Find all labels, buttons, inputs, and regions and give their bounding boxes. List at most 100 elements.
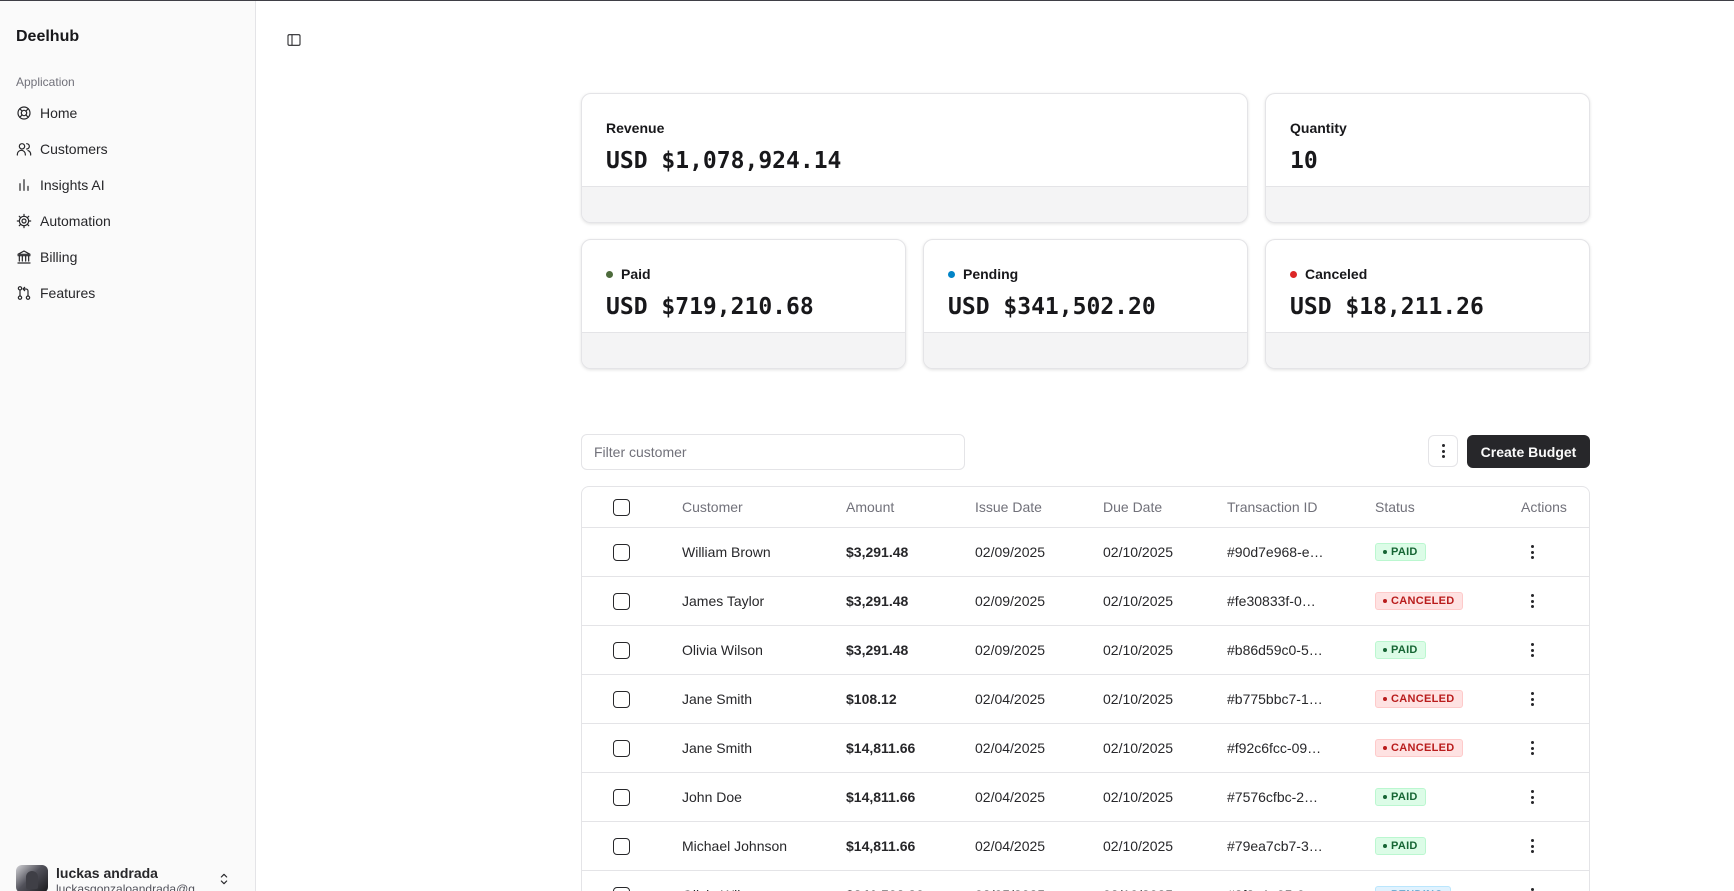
header-customer[interactable]: Customer [682,499,743,515]
amount-cell: $14,811.66 [846,789,916,805]
row-actions-button[interactable] [1522,689,1542,709]
user-menu[interactable]: luckas andrada luckasgonzaloandrada@g [16,863,240,891]
row-actions-button[interactable] [1522,836,1542,856]
card-label-text: Canceled [1305,266,1368,282]
transaction-id-cell: #7576cfbc-2… [1227,773,1337,821]
due-date-cell: 02/10/2025 [1103,642,1174,658]
transaction-id-text: #f92c6fcc-09… [1227,740,1322,756]
card-label-text: Pending [963,266,1019,282]
sidebar-item-billing[interactable]: Billing [8,239,248,275]
home-icon [16,105,32,121]
actions-cell [1522,724,1542,772]
row-checkbox[interactable] [613,886,630,891]
issue-date-cell: 02/09/2025 [975,544,1046,560]
customer-cell: Jane Smith [682,740,753,756]
table-row[interactable]: John Doe $14,811.66 02/04/2025 02/10/2025 #7… [582,773,1589,822]
filter-customer-input[interactable] [581,434,965,470]
actions-cell [1522,871,1542,891]
row-actions-button[interactable] [1522,787,1542,807]
row-checkbox[interactable] [613,690,630,708]
header-due-date[interactable]: Due Date [1103,499,1163,515]
table-row[interactable]: William Brown $3,291.48 02/09/2025 02/10/20… [582,528,1589,577]
card-label: Paid [606,266,651,282]
card-label: Revenue [606,120,665,136]
status-dot [1383,844,1387,848]
sidebar-item-home[interactable]: Home [8,95,248,131]
more-vertical-icon [1530,888,1534,891]
paid-card: Paid USD $719,210.68 [581,239,906,369]
row-select-cell [613,871,630,891]
sidebar-item-insights-ai[interactable]: Insights AI [8,167,248,203]
due-date-cell: 02/10/2025 [1103,544,1174,560]
row-actions-button[interactable] [1522,591,1542,611]
status-text: CANCELED [1391,742,1455,754]
more-vertical-icon [1530,839,1534,853]
sidebar-item-automation[interactable]: Automation [8,203,248,239]
transaction-id-text: #fe30833f-0… [1227,593,1316,609]
row-select-cell [613,675,630,723]
row-actions-button[interactable] [1522,542,1542,562]
row-select-cell [613,822,630,870]
row-select-cell [613,528,630,576]
panel-left-icon [287,34,301,46]
issue-date-cell: 02/04/2025 [975,789,1046,805]
header-transaction-id[interactable]: Transaction ID [1227,499,1318,515]
user-email: luckasgonzaloandrada@g [56,882,195,891]
row-checkbox[interactable] [613,837,630,855]
row-checkbox[interactable] [613,788,630,806]
table-row[interactable]: Michael Johnson $14,811.66 02/04/2025 02/10… [582,822,1589,871]
transaction-id-text: #90d7e968-e… [1227,544,1324,560]
sidebar-item-features[interactable]: Features [8,275,248,311]
header-issue-date[interactable]: Issue Date [975,499,1042,515]
due-date-cell: 02/10/2025 [1103,593,1174,609]
transaction-id-text: #b775bbc7-17… [1227,691,1327,707]
amount-cell: $3,291.48 [846,642,909,658]
more-vertical-icon [1530,692,1534,706]
table-header-row: Customer Amount Issue Date Due Date Tran… [582,487,1589,528]
row-actions-button[interactable] [1522,885,1542,891]
sidebar-toggle-button[interactable] [284,30,304,50]
status-cell: CANCELED [1375,675,1463,723]
row-checkbox[interactable] [613,641,630,659]
budgets-table: Customer Amount Issue Date Due Date Tran… [581,486,1590,891]
create-budget-button[interactable]: Create Budget [1467,435,1590,468]
table-row[interactable]: Jane Smith $14,811.66 02/04/2025 02/10/2025… [582,724,1589,773]
actions-cell [1522,773,1542,821]
card-value: USD $719,210.68 [606,294,814,320]
transaction-id-text: #7576cfbc-2… [1227,789,1319,805]
status-dot [948,270,955,278]
transaction-id-text: #79ea7cb7-3… [1227,838,1323,854]
status-dot [1290,270,1297,278]
table-row[interactable]: Jane Smith $108.12 02/04/2025 02/10/2025 #b7… [582,675,1589,724]
card-footer [1266,332,1589,368]
due-date-cell: 02/10/2025 [1103,871,1173,891]
sidebar-item-label: Home [40,105,78,121]
sidebar-item-customers[interactable]: Customers [8,131,248,167]
status-cell: PAID [1375,822,1426,870]
status-text: PAID [1391,644,1418,656]
card-footer [582,186,1247,222]
table-row[interactable]: Olivia Wil… $341,502.20 02/05/2025 02/10/20… [582,871,1589,891]
status-cell: PENDING [1375,871,1452,891]
status-dot [1383,599,1387,603]
row-select-cell [613,724,630,772]
row-checkbox[interactable] [613,543,630,561]
status-cell: CANCELED [1375,577,1463,625]
card-footer [582,332,905,368]
table-row[interactable]: James Taylor $3,291.48 02/09/2025 02/10/202… [582,577,1589,626]
table-row[interactable]: Olivia Wilson $3,291.48 02/09/2025 02/10/20… [582,626,1589,675]
actions-cell [1522,577,1542,625]
select-all-checkbox[interactable] [613,498,630,516]
row-actions-button[interactable] [1522,738,1542,758]
row-checkbox[interactable] [613,592,630,610]
header-status[interactable]: Status [1375,499,1415,515]
window-top-border [0,0,1734,1]
status-dot [1383,795,1387,799]
more-options-button[interactable] [1428,435,1458,467]
row-actions-button[interactable] [1522,640,1542,660]
header-amount[interactable]: Amount [846,499,895,515]
card-label: Quantity [1290,120,1347,136]
row-checkbox[interactable] [613,739,630,757]
transaction-id-text: #8f3a1c05-9… [1227,887,1327,891]
status-badge: CANCELED [1375,739,1463,757]
